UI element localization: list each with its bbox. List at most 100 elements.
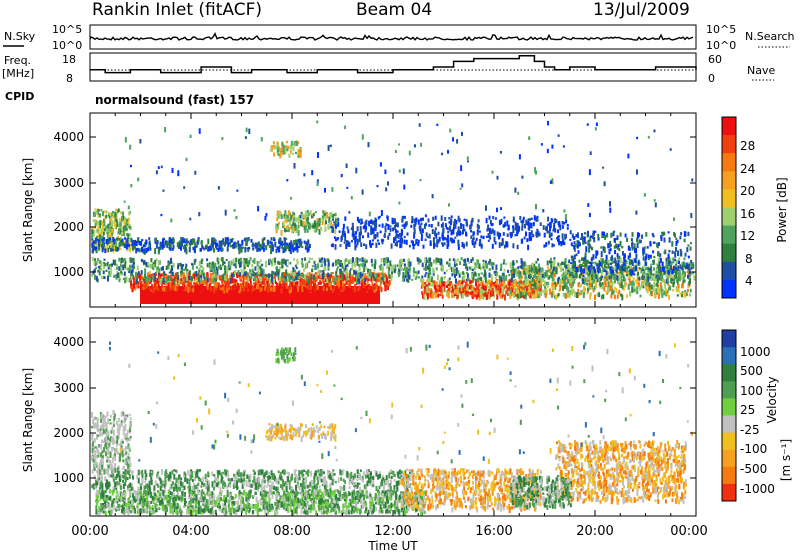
power-echo (157, 275, 160, 280)
power-echo (128, 238, 131, 241)
power-echo (338, 230, 341, 233)
power-echo (320, 257, 323, 264)
power-echo (683, 292, 686, 298)
power-echo (575, 234, 578, 238)
power-echo (109, 245, 111, 249)
power-echo (353, 286, 356, 293)
power-echo (451, 273, 454, 277)
power-echo (330, 272, 333, 276)
power-echo (587, 284, 590, 289)
power-echo (138, 240, 141, 246)
power-echo (447, 234, 449, 238)
power-echo (353, 269, 356, 275)
power-echo (564, 263, 566, 268)
power-echo (613, 238, 616, 241)
power-echo (563, 221, 566, 225)
power-echo (321, 285, 324, 289)
power-echo (118, 266, 121, 271)
power-echo (171, 239, 174, 243)
power-echo (547, 269, 549, 273)
power-echo (429, 292, 432, 298)
power-echo (202, 280, 205, 285)
power-echo (367, 284, 369, 287)
power-echo (570, 255, 573, 259)
power-echo (163, 273, 166, 277)
power-echo (553, 278, 556, 282)
power-echo (440, 258, 443, 261)
power-echo (166, 244, 169, 248)
power-echo (371, 239, 374, 242)
power-echo (417, 259, 420, 265)
power-echo (342, 286, 345, 293)
power-echo (95, 212, 98, 215)
power-echo (477, 277, 480, 281)
power-echo (253, 272, 255, 275)
power-echo (448, 262, 451, 267)
power-echo (285, 283, 287, 289)
power-echo (550, 266, 553, 270)
power-echo (259, 283, 261, 286)
power-echo (474, 287, 477, 293)
power-echo (484, 274, 487, 280)
power-echo (515, 260, 518, 264)
power-echo (217, 265, 220, 270)
power-echo (577, 265, 580, 268)
power-echo (296, 274, 299, 281)
power-echo (554, 228, 557, 233)
power-echo (99, 240, 102, 246)
power-echo (686, 247, 689, 253)
power-echo (103, 263, 106, 269)
power-echo (103, 276, 106, 280)
power-echo (234, 270, 237, 274)
power-echo (614, 260, 617, 267)
power-echo (437, 293, 440, 298)
power-echo (206, 283, 209, 288)
power-echo (555, 266, 558, 271)
power-echo (570, 275, 572, 279)
power-echo (607, 243, 610, 249)
power-echo (200, 276, 203, 283)
power-echo (222, 286, 224, 290)
power-echo (192, 246, 195, 251)
power-echo (172, 244, 175, 249)
power-echo (584, 277, 587, 284)
power-echo (457, 270, 460, 275)
power-echo (155, 280, 158, 287)
power-echo (566, 285, 569, 291)
power-echo (569, 267, 572, 271)
power-echo (180, 244, 182, 251)
power-echo (561, 233, 564, 240)
power-echo (107, 266, 110, 270)
power-echo (204, 287, 207, 290)
power-echo (520, 292, 523, 299)
power-echo (140, 258, 143, 262)
power-echo (518, 270, 521, 273)
power-echo (629, 274, 632, 279)
power-echo (328, 278, 331, 283)
power-echo (259, 259, 262, 263)
power-echo (542, 225, 545, 230)
power-echo (368, 220, 371, 227)
power-echo (415, 271, 418, 277)
power-echo (119, 221, 122, 227)
power-echo (581, 257, 583, 261)
power-echo (457, 258, 460, 262)
power-echo (678, 257, 681, 261)
power-echo (355, 244, 358, 248)
power-echo (282, 243, 285, 246)
power-echo (578, 259, 581, 263)
power-echo (633, 288, 636, 292)
power-echo (592, 230, 595, 234)
power-echo (256, 283, 259, 290)
power-echo (671, 269, 674, 275)
power-echo (441, 292, 444, 295)
power-echo (203, 248, 206, 251)
power-echo (234, 243, 237, 249)
power-echo (400, 235, 403, 239)
power-echo (243, 263, 246, 269)
power-echo (255, 279, 258, 284)
power-echo (531, 277, 534, 282)
power-echo (295, 272, 298, 275)
power-echo (93, 268, 96, 273)
power-echo (623, 264, 626, 270)
